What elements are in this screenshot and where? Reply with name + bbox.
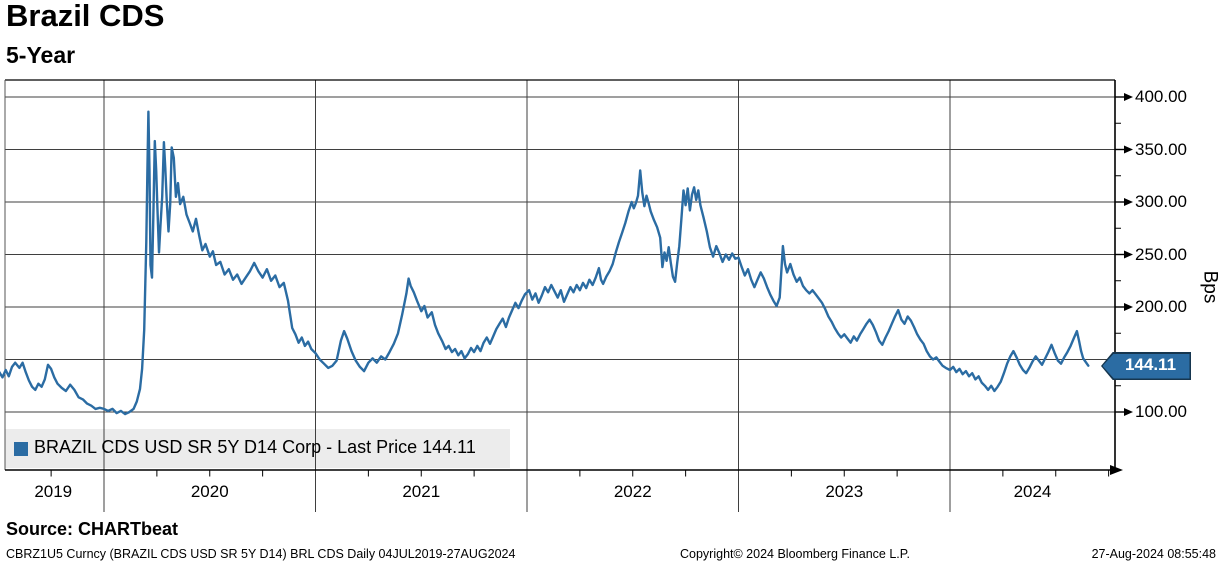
y-tick-label: 350.00 (1135, 139, 1187, 159)
timestamp: 27-Aug-2024 08:55:48 (1091, 547, 1216, 561)
y-axis-title: Bps (1199, 270, 1221, 304)
y-tick-arrow (1124, 93, 1133, 101)
x-tick-label: 2021 (402, 482, 441, 501)
page-subtitle: 5-Year (6, 42, 76, 68)
price-line (0, 110, 1090, 416)
source-label: Source: CHARTbeat (6, 519, 179, 539)
x-tick-label: 2020 (190, 482, 229, 501)
legend-label: BRAZIL CDS USD SR 5Y D14 Corp - Last Pri… (34, 437, 476, 457)
y-tick-arrow (1124, 250, 1133, 259)
y-tick-label: 100.00 (1135, 402, 1187, 421)
page-title: Brazil CDS (6, 0, 165, 33)
y-tick-arrow (1124, 145, 1133, 154)
legend-swatch-icon (14, 442, 28, 456)
y-tick-arrow (1124, 408, 1133, 416)
legend-box (5, 429, 510, 468)
x-tick-label: 2023 (825, 482, 864, 501)
security-description: CBRZ1U5 Curncy (BRAZIL CDS USD SR 5Y D14… (6, 547, 516, 561)
x-tick-label: 2022 (613, 482, 652, 501)
y-tick-label: 300.00 (1135, 192, 1187, 211)
x-axis-arrow (1110, 465, 1123, 475)
last-price-value: 144.11 (1124, 355, 1177, 374)
y-tick-label: 200.00 (1135, 297, 1187, 316)
y-tick-label: 400.00 (1135, 87, 1187, 106)
y-tick-label: 250.00 (1135, 244, 1187, 264)
x-tick-label: 2019 (34, 482, 73, 501)
x-tick-label: 2024 (1013, 482, 1052, 501)
last-price-tag: 144.11 (1101, 352, 1191, 380)
y-tick-arrow (1124, 198, 1133, 206)
y-tick-arrow (1124, 303, 1133, 311)
copyright-notice: Copyright© 2024 Bloomberg Finance L.P. (680, 547, 910, 561)
last-price-tag-fill (1102, 353, 1190, 379)
